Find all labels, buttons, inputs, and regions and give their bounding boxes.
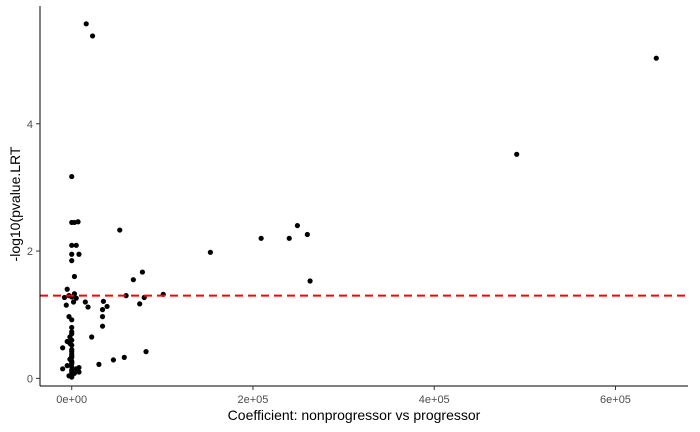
data-point bbox=[69, 324, 75, 331]
data-point bbox=[76, 364, 82, 371]
x-axis-ticks: 0e+00 2e+05 4e+05 6e+05 bbox=[56, 386, 631, 406]
data-point bbox=[99, 323, 106, 329]
data-point bbox=[137, 301, 143, 307]
data-point bbox=[110, 357, 117, 363]
data-point bbox=[64, 286, 70, 292]
data-point bbox=[104, 303, 110, 310]
data-point bbox=[76, 369, 82, 375]
data-point bbox=[75, 219, 81, 225]
data-point bbox=[61, 294, 68, 301]
data-point bbox=[307, 278, 313, 284]
y-tick-label: 0 bbox=[27, 373, 33, 385]
data-point bbox=[71, 273, 78, 280]
data-point bbox=[73, 295, 79, 301]
data-point bbox=[69, 258, 75, 264]
data-point bbox=[73, 242, 79, 248]
data-point bbox=[117, 227, 123, 233]
x-tick-label: 0e+00 bbox=[56, 394, 87, 406]
y-axis-ticks: 0 2 4 bbox=[27, 119, 40, 385]
data-point bbox=[123, 293, 129, 299]
data-points bbox=[60, 21, 659, 380]
data-point bbox=[64, 363, 70, 369]
data-point bbox=[130, 277, 136, 283]
data-point bbox=[99, 307, 106, 313]
data-point bbox=[85, 304, 91, 310]
data-point bbox=[69, 374, 75, 380]
data-point bbox=[69, 317, 75, 323]
y-axis-title: -log10(pvalue.LRT bbox=[7, 146, 23, 261]
data-point bbox=[294, 222, 300, 229]
data-point bbox=[139, 269, 146, 275]
data-point bbox=[69, 251, 75, 257]
x-tick-label: 4e+05 bbox=[419, 394, 450, 406]
data-point bbox=[70, 299, 77, 305]
data-point bbox=[121, 354, 127, 360]
data-point bbox=[286, 235, 292, 241]
data-point bbox=[63, 302, 69, 308]
x-tick-label: 2e+05 bbox=[238, 394, 269, 406]
data-point bbox=[100, 298, 107, 304]
y-tick-label: 2 bbox=[27, 246, 33, 258]
data-point bbox=[69, 342, 75, 348]
data-point bbox=[99, 314, 106, 320]
data-point bbox=[143, 349, 149, 355]
data-point bbox=[89, 334, 95, 340]
data-point bbox=[514, 151, 520, 157]
data-point bbox=[304, 231, 310, 238]
data-point bbox=[207, 249, 213, 255]
data-point bbox=[89, 33, 96, 39]
x-tick-label: 6e+05 bbox=[600, 394, 631, 406]
data-point bbox=[60, 345, 66, 351]
data-point bbox=[653, 55, 659, 61]
data-point bbox=[83, 21, 89, 27]
data-point bbox=[69, 173, 75, 180]
x-axis-title: Coefficient: nonprogressor vs progressor bbox=[228, 407, 481, 423]
data-point bbox=[69, 242, 75, 248]
data-point bbox=[60, 366, 66, 372]
data-point bbox=[96, 361, 102, 367]
data-point bbox=[76, 251, 82, 257]
data-point bbox=[82, 299, 88, 305]
y-tick-label: 4 bbox=[27, 119, 33, 131]
data-point bbox=[258, 235, 264, 241]
